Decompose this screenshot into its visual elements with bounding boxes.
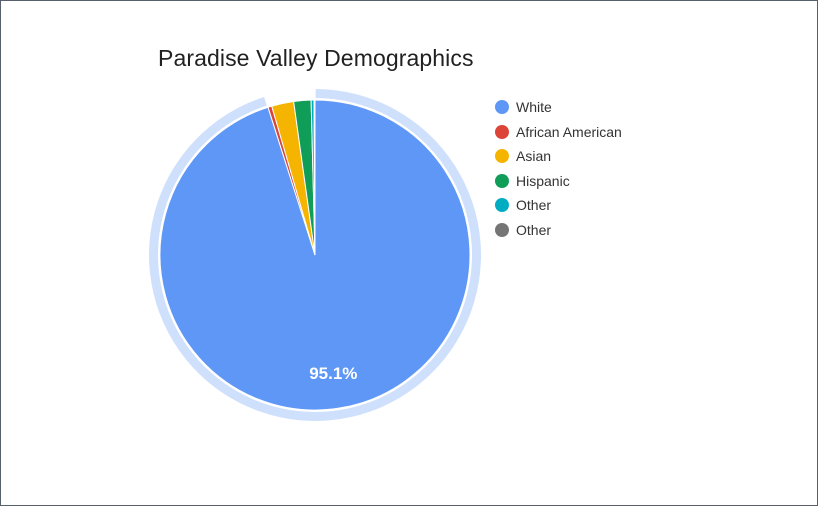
legend-swatch (495, 124, 509, 139)
legend-swatch (495, 173, 509, 188)
legend-label: African American (516, 123, 622, 140)
chart-legend: White African American Asian Hispanic Other O… (495, 95, 622, 242)
legend-label: Other (516, 221, 552, 238)
legend-item-other-5[interactable]: Other (495, 218, 622, 243)
legend-item-other-4[interactable]: Other (495, 193, 622, 218)
legend-item-asian-2[interactable]: Asian (495, 144, 622, 169)
legend-item-white-0[interactable]: White (495, 95, 622, 120)
legend-label: Other (516, 197, 552, 214)
legend-item-african-american-1[interactable]: African American (495, 120, 622, 145)
pie-slice-other-5[interactable] (313, 99, 316, 256)
pie-data-label-white-0: 95.1% (309, 364, 357, 383)
legend-label: Hispanic (516, 172, 570, 189)
legend-label: White (516, 99, 552, 116)
chart-title: Paradise Valley Demographics (158, 45, 474, 71)
legend-swatch (495, 149, 509, 164)
legend-label: Asian (516, 148, 552, 165)
legend-swatch (495, 222, 509, 237)
legend-swatch (495, 198, 509, 213)
pie-slices (149, 89, 482, 421)
pie-labels: 95.1% (309, 364, 357, 383)
legend-swatch (495, 100, 509, 115)
legend-item-hispanic-3[interactable]: Hispanic (495, 169, 622, 194)
